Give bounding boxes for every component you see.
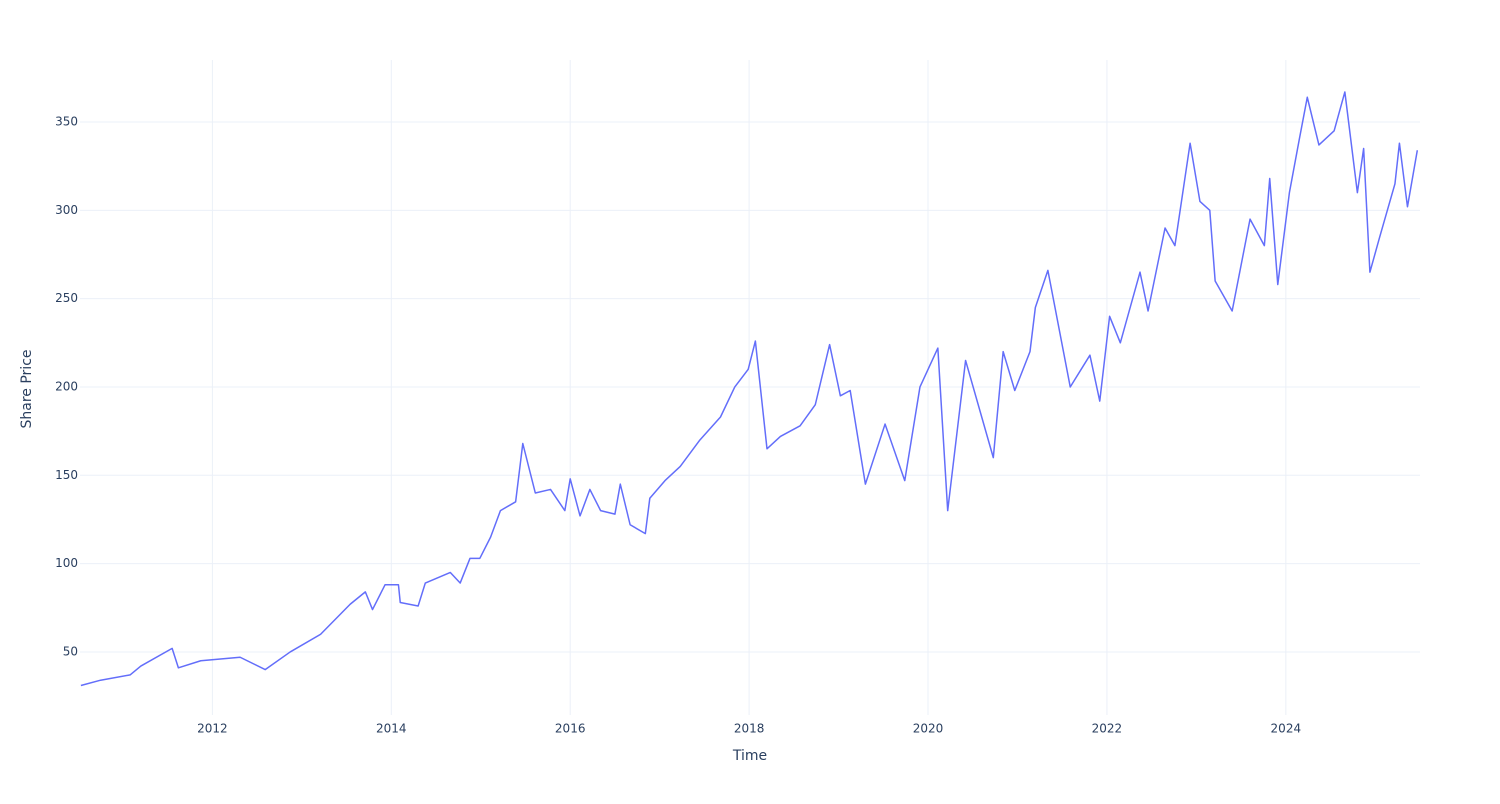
- y-tick-label: 50: [63, 644, 78, 658]
- x-tick-label: 2012: [197, 722, 228, 736]
- x-axis-title: Time: [732, 748, 767, 764]
- x-tick-label: 2016: [555, 722, 586, 736]
- y-axis-title: Share Price: [19, 349, 35, 428]
- x-tick-label: 2014: [376, 722, 407, 736]
- x-tick-label: 2022: [1092, 722, 1123, 736]
- x-tick-label: 2024: [1271, 722, 1302, 736]
- y-tick-label: 200: [55, 379, 78, 393]
- y-tick-label: 300: [55, 203, 78, 217]
- y-tick-label: 150: [55, 468, 78, 482]
- y-tick-label: 350: [55, 115, 78, 129]
- x-tick-label: 2020: [913, 722, 944, 736]
- y-tick-label: 250: [55, 291, 78, 305]
- x-tick-label: 2018: [734, 722, 765, 736]
- y-tick-label: 100: [55, 556, 78, 570]
- line-series: [80, 91, 1419, 687]
